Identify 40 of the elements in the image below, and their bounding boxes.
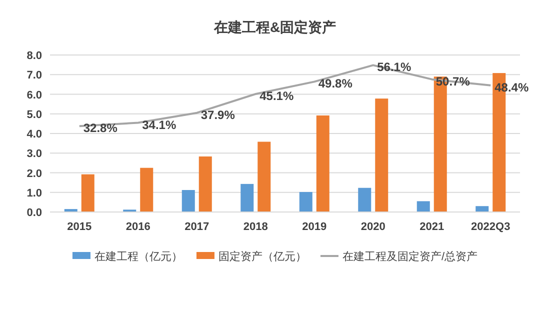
bar	[198, 156, 212, 212]
x-tick-label: 2015	[67, 221, 92, 233]
y-tick-label: 8.0	[26, 50, 42, 62]
legend-label: 在建工程（亿元）	[94, 250, 182, 263]
y-tick-label: 1.0	[26, 187, 42, 200]
x-tick-label: 2020	[360, 221, 386, 233]
bar	[416, 201, 430, 212]
x-tick-label: 2021	[420, 221, 444, 233]
y-tick-label: 5.0	[26, 108, 42, 121]
y-tick-label: 3.0	[26, 148, 42, 160]
legend-label: 固定资产（亿元）	[218, 250, 306, 263]
y-tick-label: 2.0	[26, 168, 42, 180]
bar	[240, 184, 254, 212]
bar	[299, 192, 312, 212]
data-label: 37.9%	[200, 108, 236, 122]
bar	[375, 98, 388, 212]
data-label: 50.7%	[436, 74, 470, 88]
y-tick-label: 6.0	[26, 89, 42, 102]
chart-title: 在建工程&固定资产	[212, 19, 336, 35]
bar	[476, 206, 489, 212]
bar	[140, 168, 154, 212]
bar	[316, 115, 330, 212]
data-label: 56.1%	[377, 60, 412, 74]
bar	[81, 174, 94, 212]
data-label: 34.1%	[142, 118, 176, 132]
y-tick-label: 4.0	[26, 128, 42, 140]
data-label: 45.1%	[260, 88, 294, 103]
data-label: 32.8%	[83, 121, 118, 136]
x-tick-label: 2017	[184, 221, 210, 233]
y-tick-label: 7.0	[26, 70, 42, 82]
data-label: 49.8%	[318, 76, 353, 91]
legend-label: 在建工程及固定资产/总资产	[342, 250, 478, 263]
x-tick-label: 2022Q3	[471, 221, 510, 233]
bar	[182, 190, 195, 212]
bar	[358, 188, 372, 212]
x-tick-label: 2016	[126, 221, 150, 233]
bar	[258, 142, 271, 212]
x-tick-label: 2019	[302, 221, 327, 233]
x-tick-label: 2018	[243, 221, 268, 233]
y-tick-label: 0.0	[26, 207, 42, 219]
